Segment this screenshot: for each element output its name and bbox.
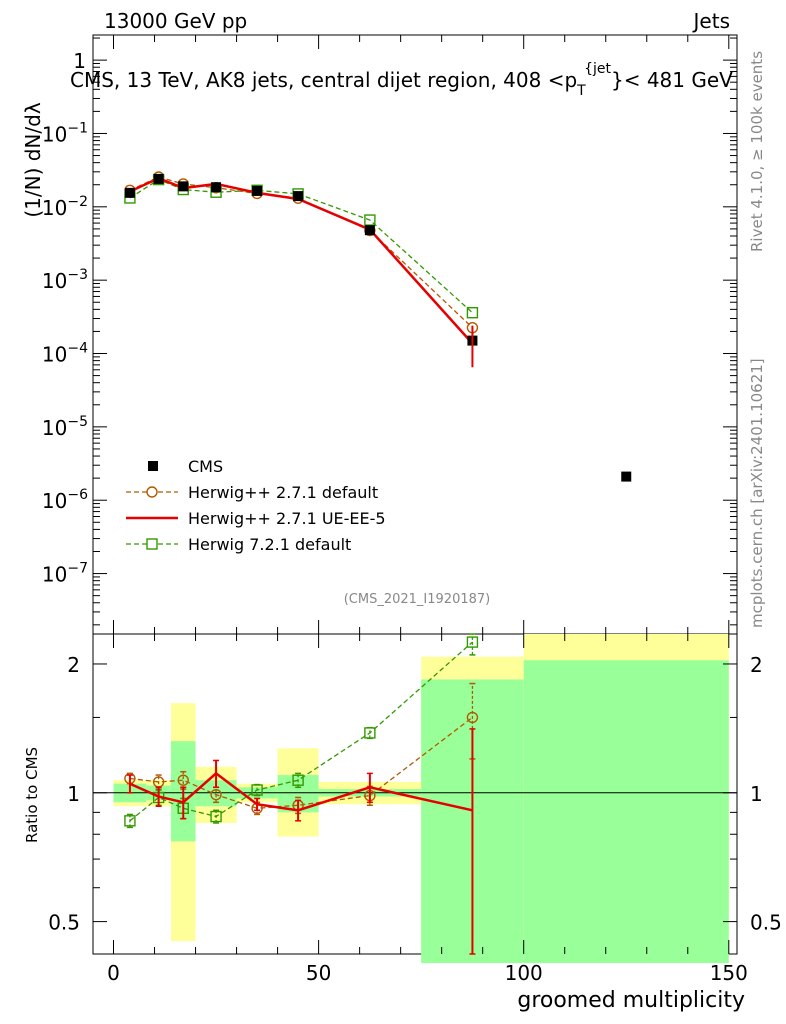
series-cms bbox=[124, 173, 632, 482]
ratio-y-tick-label-right: 2 bbox=[750, 653, 763, 677]
main-y-tick-label: 10−6 bbox=[42, 487, 88, 513]
ratio-series-herwig-7-2-1-default bbox=[124, 633, 479, 829]
legend-item: CMS bbox=[148, 457, 223, 476]
legend-label: Herwig 7.2.1 default bbox=[188, 535, 351, 554]
main-y-label: (1/N) dN/dλ bbox=[21, 102, 45, 217]
mcplots-label: mcplots.cern.ch [arXiv:2401.10621] bbox=[748, 358, 766, 628]
ratio-x-tick-label: 100 bbox=[505, 961, 543, 985]
analysis-id: (CMS_2021_I1920187) bbox=[344, 592, 491, 607]
main-y-tick-label: 1 bbox=[73, 49, 86, 73]
series-line bbox=[129, 178, 473, 314]
legend-item: Herwig++ 2.7.1 UE-EE-5 bbox=[126, 509, 386, 528]
x-axis-label: groomed multiplicity bbox=[517, 988, 745, 1013]
ratio-y-tick-label-right: 0.5 bbox=[750, 911, 782, 935]
ratio-y-label-text: Ratio to CMS bbox=[23, 747, 41, 843]
data-point bbox=[211, 182, 222, 193]
series-herwig-2-7-1-ue-ee-5 bbox=[129, 176, 474, 345]
ratio-point bbox=[251, 784, 263, 796]
main-series-layer bbox=[124, 171, 632, 482]
data-point bbox=[178, 181, 189, 192]
main-y-tick-label: 10−2 bbox=[42, 194, 88, 220]
ratio-y-tick-label-right: 1 bbox=[750, 782, 763, 806]
ratio-point bbox=[177, 774, 189, 786]
header-right: Jets bbox=[692, 9, 730, 33]
mcplots-label-text: mcplots.cern.ch [arXiv:2401.10621] bbox=[748, 358, 766, 628]
data-point bbox=[621, 471, 632, 482]
ratio-series-line bbox=[129, 716, 473, 809]
main-y-tick-label: 10−7 bbox=[42, 561, 88, 587]
ratio-series-line bbox=[129, 641, 473, 822]
mc-point bbox=[364, 214, 376, 226]
ratio-x-tick-label: 0 bbox=[107, 961, 120, 985]
ratio-y-label: Ratio to CMS bbox=[23, 747, 41, 843]
ratio-x-tick-label: 50 bbox=[306, 961, 331, 985]
ratio-point bbox=[124, 815, 136, 827]
rivet-label-text: Rivet 4.1.0, ≥ 100k events bbox=[748, 51, 766, 252]
header-left: 13000 GeV pp bbox=[104, 9, 247, 33]
legend-item: Herwig 7.2.1 default bbox=[126, 535, 351, 554]
legend-item: Herwig++ 2.7.1 default bbox=[126, 483, 378, 502]
ratio-y-tick-label: 1 bbox=[67, 782, 80, 806]
ratio-point bbox=[364, 727, 376, 739]
ratio-point bbox=[210, 810, 222, 823]
legend-marker bbox=[148, 461, 158, 471]
main-y-label-text: (1/N) dN/dλ bbox=[21, 102, 45, 217]
legend: CMS Herwig++ 2.7.1 default Herwig++ 2.7.1 … bbox=[126, 457, 386, 554]
legend-marker bbox=[146, 486, 158, 498]
ratio-series-herwig-2-7-1-ue-ee-5 bbox=[126, 728, 476, 955]
ratio-axes: 0.5 0.5 1 1 2 2 0 50 100 150 bbox=[48, 634, 782, 985]
main-y-axis: 1 10−1 10−2 10−3 10−4 10−5 10−6 10−7 bbox=[42, 35, 737, 634]
ratio-series-layer bbox=[124, 633, 479, 955]
data-point bbox=[124, 187, 135, 198]
main-y-tick-label: 10−4 bbox=[42, 341, 88, 367]
plot-title: CMS, 13 TeV, AK8 jets, central dijet reg… bbox=[70, 61, 733, 100]
legend-label: Herwig++ 2.7.1 UE-EE-5 bbox=[188, 509, 386, 528]
main-y-tick-label: 10−5 bbox=[42, 414, 88, 440]
ratio-y-tick-label: 0.5 bbox=[48, 911, 80, 935]
ratio-band-inner bbox=[523, 660, 729, 964]
ratio-series-line bbox=[129, 771, 473, 812]
legend-label: Herwig++ 2.7.1 default bbox=[188, 483, 378, 502]
data-point bbox=[252, 185, 263, 196]
series-line bbox=[129, 176, 474, 345]
rivet-label: Rivet 4.1.0, ≥ 100k events bbox=[748, 51, 766, 252]
data-point bbox=[153, 173, 164, 184]
main-y-tick-label: 10−3 bbox=[42, 267, 88, 293]
ratio-point bbox=[466, 636, 479, 648]
ratio-point bbox=[466, 711, 479, 724]
data-point bbox=[364, 225, 375, 236]
ratio-point bbox=[292, 774, 304, 786]
ratio-panel-frame bbox=[92, 633, 738, 955]
legend-label: CMS bbox=[188, 457, 223, 476]
ratio-x-tick-label: 150 bbox=[710, 961, 748, 985]
mc-point bbox=[466, 307, 479, 319]
legend-marker bbox=[146, 538, 158, 550]
data-point bbox=[293, 191, 304, 202]
main-y-tick-label: 10−1 bbox=[42, 120, 88, 146]
ratio-point bbox=[210, 788, 222, 801]
ratio-y-tick-label: 2 bbox=[67, 653, 80, 677]
